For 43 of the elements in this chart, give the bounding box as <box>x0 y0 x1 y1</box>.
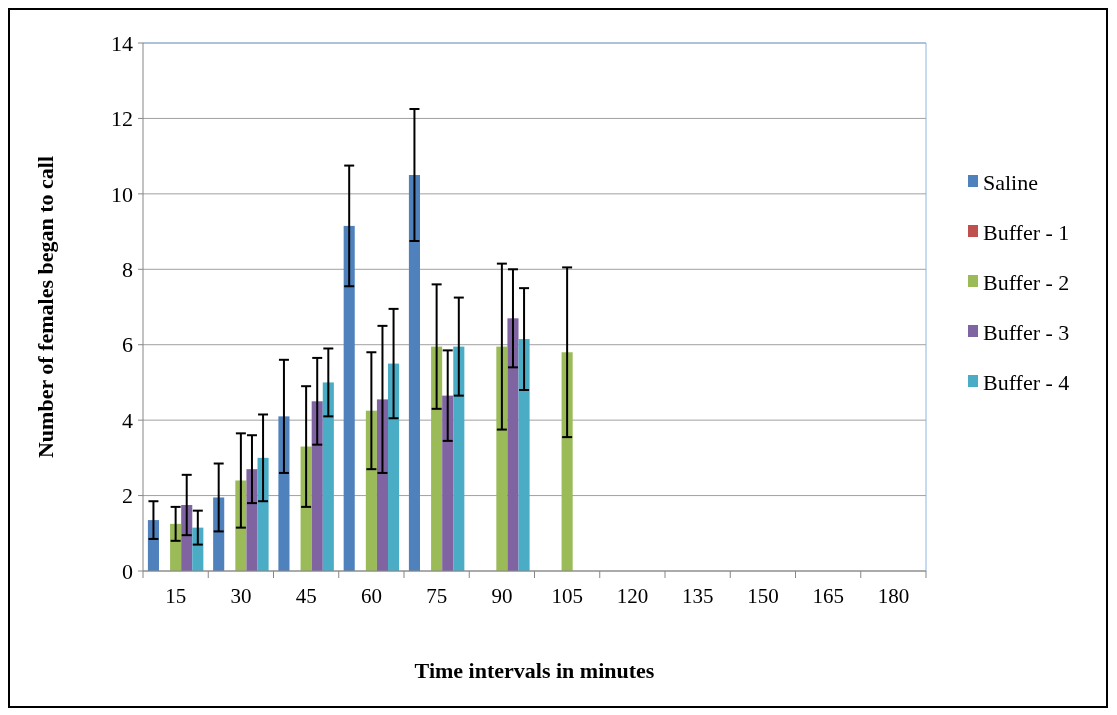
y-tick-label: 2 <box>122 483 133 509</box>
bar <box>453 346 465 571</box>
bar <box>322 382 334 571</box>
bar <box>246 469 258 571</box>
y-tick-label: 14 <box>111 30 133 56</box>
x-tick-label: 165 <box>812 584 844 608</box>
legend-label: Buffer - 4 <box>983 369 1070 395</box>
x-tick-label: 90 <box>491 584 513 608</box>
bar <box>278 416 290 571</box>
y-tick-label: 6 <box>122 332 133 358</box>
bar <box>518 339 530 571</box>
y-tick-label: 8 <box>122 256 133 282</box>
bar <box>408 175 420 571</box>
x-tick-label: 30 <box>230 584 252 608</box>
y-tick-label: 4 <box>122 407 133 433</box>
legend-label: Buffer - 1 <box>983 219 1070 245</box>
y-tick-label: 0 <box>122 558 133 584</box>
x-tick-label: 135 <box>681 584 714 608</box>
bar <box>311 401 323 571</box>
x-tick-label: 60 <box>360 584 382 608</box>
x-tick-label: 45 <box>295 584 317 608</box>
y-axis-title: Number of females began to call <box>33 155 58 459</box>
legend-label: Buffer - 2 <box>983 269 1070 295</box>
bar <box>257 457 269 571</box>
x-tick-label: 15 <box>165 584 187 608</box>
bar <box>496 346 508 571</box>
bar <box>561 352 573 571</box>
bar <box>507 318 519 571</box>
y-tick-label: 10 <box>111 181 133 207</box>
bar <box>388 363 400 571</box>
bar <box>365 410 377 571</box>
y-tick-label: 12 <box>111 106 133 132</box>
x-tick-label: 150 <box>747 584 779 608</box>
x-tick-label: 120 <box>616 584 649 608</box>
x-tick-label: 75 <box>426 584 448 608</box>
bar <box>343 225 355 571</box>
x-tick-label: 180 <box>877 584 910 608</box>
legend-label: Buffer - 3 <box>983 319 1070 345</box>
bar <box>442 395 454 571</box>
x-axis-title: Time intervals in minutes <box>414 658 655 683</box>
x-tick-label: 105 <box>551 584 583 608</box>
legend-label: Saline <box>983 169 1038 195</box>
bar <box>431 346 443 571</box>
